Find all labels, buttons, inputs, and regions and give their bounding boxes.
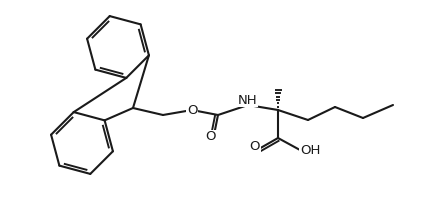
Text: O: O (187, 104, 197, 116)
Text: NH: NH (238, 94, 258, 106)
Text: OH: OH (300, 144, 320, 156)
Text: O: O (250, 140, 260, 154)
Text: O: O (206, 130, 216, 144)
